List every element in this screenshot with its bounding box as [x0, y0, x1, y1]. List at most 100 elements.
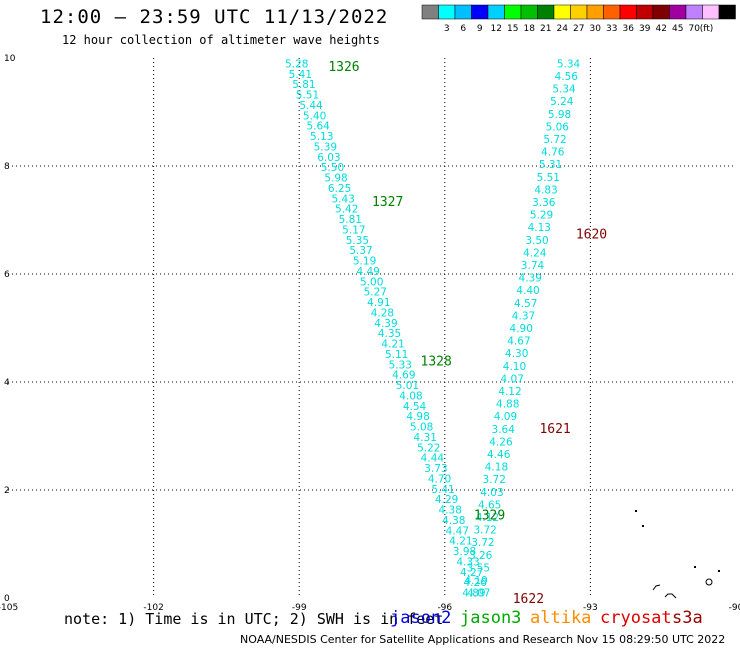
legend-swatch	[421, 4, 439, 20]
y-tick-label: 6	[4, 270, 10, 280]
legend-label: 3	[444, 24, 450, 34]
swh-value-left: 5.51	[296, 90, 319, 102]
swh-value-right: 4.30	[505, 348, 528, 360]
swh-value-left: 4.38	[439, 505, 462, 517]
legend-label: 24	[557, 24, 569, 34]
swh-value-left: 5.33	[389, 359, 412, 371]
swh-value-left: 4.98	[406, 411, 429, 423]
swh-value-right: 5.98	[548, 109, 571, 121]
time-labels: 1326 1327 1328 1329 1620 1621 1622	[328, 60, 607, 607]
legend-swatch	[553, 4, 571, 20]
legend-swatch	[619, 4, 637, 20]
swh-value-right: 5.34	[557, 58, 581, 70]
legend-swatch	[570, 4, 588, 20]
swh-value-left: 5.00	[360, 276, 383, 288]
swh-value-left: 4.49	[356, 266, 379, 278]
swh-value-left: 5.35	[346, 235, 369, 247]
legend-swatch	[487, 4, 505, 20]
map-title: 12:00 – 23:59 UTC 11/13/2022	[40, 6, 389, 28]
swh-value-right: 3.72	[483, 474, 506, 486]
swh-value-right: 4.18	[485, 462, 508, 474]
swh-value-left: 5.39	[314, 141, 337, 153]
swh-value-left: 4.91	[367, 297, 390, 309]
swh-value-right: 4.37	[512, 310, 535, 322]
legend-label: 70	[689, 24, 701, 34]
pass-time-label: 1328	[421, 354, 452, 369]
pass-time-label: 1327	[372, 195, 403, 210]
swh-value-left: 5.64	[306, 121, 330, 133]
swh-value-left: 4.33	[456, 556, 479, 568]
swh-value-right: 5.34	[552, 84, 576, 96]
legend-swatch	[537, 4, 555, 20]
legend-swatch	[438, 4, 456, 20]
swh-value-left: 3.73	[424, 463, 447, 475]
map-grid	[8, 58, 736, 598]
swh-value-left: 5.50	[321, 162, 344, 174]
legend-label: 9	[477, 24, 483, 34]
swh-value-left: 4.70	[428, 473, 451, 485]
swh-value-right: 4.24	[523, 247, 547, 259]
color-legend: 3 6 9 12 15 18 21 24 27 30 33 36 39 42 45 70 (ft)	[421, 4, 736, 34]
footer-note: note: 1) Time is in UTC; 2) SWH is in fe…	[64, 610, 444, 628]
legend-swatch	[636, 4, 654, 20]
swh-value-right: 5.06	[546, 121, 570, 133]
legend-label: 6	[460, 24, 466, 34]
swh-value-left: 5.11	[385, 349, 408, 361]
island-mark	[718, 570, 720, 572]
legend-label: 15	[507, 24, 518, 34]
x-tick-label: -105	[0, 603, 18, 613]
y-tick-label: 2	[4, 486, 10, 496]
swh-value-right: 3.64	[492, 424, 516, 436]
y-tick-label: 0	[4, 594, 10, 604]
swh-value-left: 4.08	[399, 390, 422, 402]
swh-value-left: 5.98	[324, 173, 347, 185]
y-tick-label: 4	[4, 378, 10, 388]
swh-value-left: 5.44	[299, 100, 323, 112]
legend-swatch	[702, 4, 720, 20]
swh-value-right: 4.83	[534, 184, 557, 196]
x-tick-label: -90	[729, 603, 740, 613]
pass-time-label: 1329	[474, 508, 505, 523]
swh-value-left: 5.27	[364, 287, 387, 299]
legend-label: 36	[623, 24, 635, 34]
swh-value-right: 4.09	[494, 411, 517, 423]
swh-value-right: 4.10	[503, 361, 526, 373]
legend-label: 42	[656, 24, 667, 34]
swh-value-right: 3.74	[521, 260, 545, 272]
swh-value-right: 4.26	[489, 436, 513, 448]
legend-swatch	[669, 4, 687, 20]
swh-value-left: 4.27	[460, 567, 483, 579]
swh-value-left: 5.28	[285, 58, 308, 70]
swh-value-right: 3.36	[532, 197, 556, 209]
swh-value-right: 5.29	[530, 210, 553, 222]
swh-value-left: 5.42	[335, 204, 358, 216]
swh-value-left: 4.31	[414, 432, 437, 444]
map-subtitle: 12 hour collection of altimeter wave hei…	[62, 33, 380, 47]
swh-value-right: 4.12	[498, 386, 521, 398]
swh-value-right: 4.89	[462, 588, 485, 600]
swh-value-left: 4.07	[467, 588, 490, 600]
swh-value-left: 4.44	[421, 453, 445, 465]
legend-swatch	[603, 4, 621, 20]
coastline-segment	[705, 578, 713, 586]
swh-value-right: 4.12	[476, 512, 499, 524]
swh-value-right: 3.55	[467, 562, 490, 574]
legend-label: 45	[672, 24, 683, 34]
swh-value-right: 4.46	[487, 449, 511, 461]
swh-value-right: 4.57	[514, 298, 537, 310]
swh-value-right: 3.50	[525, 235, 548, 247]
island-mark	[642, 525, 644, 527]
legend-label: 39	[639, 24, 651, 34]
swh-value-left: 4.21	[381, 339, 404, 351]
legend-swatch	[586, 4, 604, 20]
satellite-label-jason2: jason2	[390, 608, 452, 628]
swh-value-right: 4.90	[510, 323, 533, 335]
swh-value-right: 4.03	[480, 487, 503, 499]
legend-label: 33	[606, 24, 617, 34]
swh-value-left: 4.26	[464, 577, 488, 589]
swh-value-left: 5.08	[410, 422, 433, 434]
swh-value-left: 5.22	[417, 442, 440, 454]
swh-value-left: 4.21	[449, 536, 472, 548]
swh-value-right: 5.72	[543, 134, 566, 146]
legend-swatch	[471, 4, 489, 20]
